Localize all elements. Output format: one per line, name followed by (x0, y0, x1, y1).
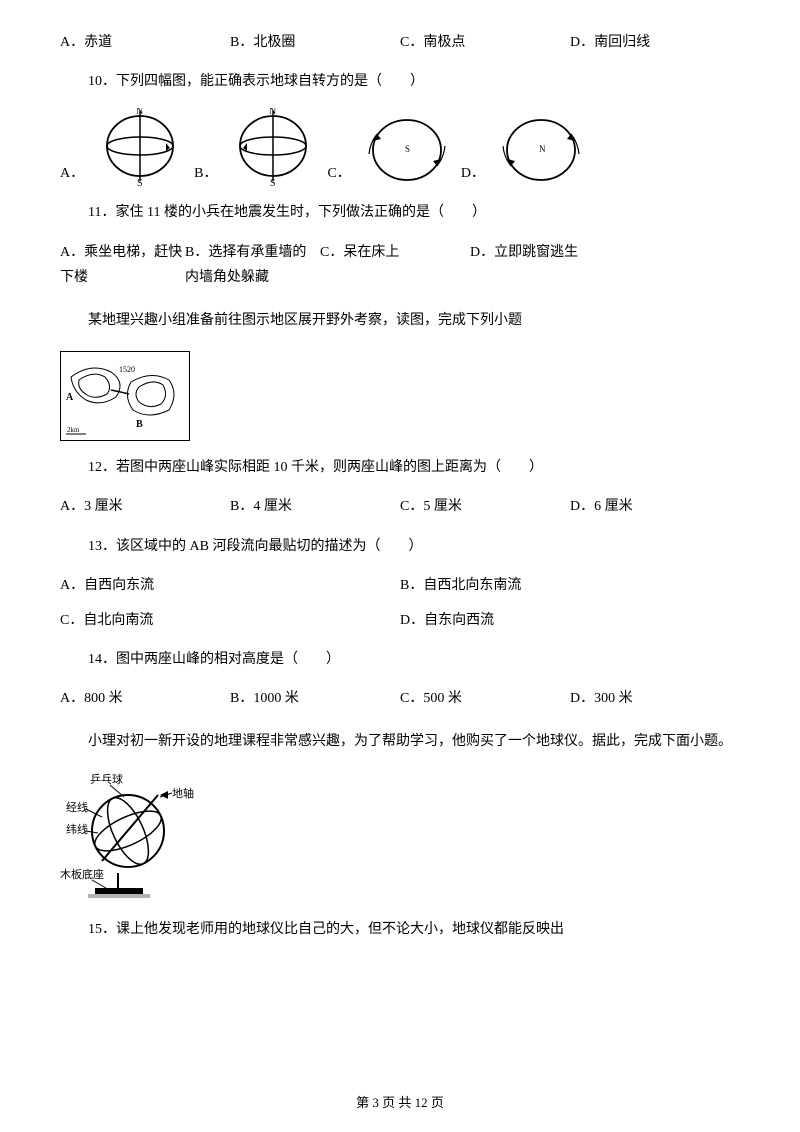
svg-text:A: A (66, 392, 74, 403)
q13-row2: C．自北向南流 D．自东向西流 (60, 608, 740, 633)
q13-option-d: D．自东向西流 (400, 608, 740, 633)
q10-label-a: A． (60, 161, 84, 186)
q14-options: A．800 米 B．1000 米 C．500 米 D．300 米 (60, 686, 740, 711)
svg-text:S: S (137, 178, 143, 186)
context1-text: 某地理兴趣小组准备前往图示地区展开野外考察，读图，完成下列小题 (60, 308, 740, 333)
q12-options: A．3 厘米 B．4 厘米 C．5 厘米 D．6 厘米 (60, 494, 740, 519)
q9-option-d: D．南回归线 (570, 30, 740, 55)
svg-text:地轴: 地轴 (172, 786, 194, 800)
globe-d-icon: N (495, 114, 587, 186)
q10-label-c: C． (327, 161, 350, 186)
q14-option-b: B．1000 米 (230, 686, 400, 711)
q13-option-c: C．自北向南流 (60, 608, 400, 633)
q12-option-b: B．4 厘米 (230, 494, 400, 519)
svg-text:B: B (136, 419, 143, 430)
q9-option-b: B．北极圈 (230, 30, 400, 55)
context2-text: 小理对初一新开设的地理课程非常感兴趣，为了帮助学习，他购买了一个地球仪。据此，完… (60, 729, 740, 754)
q10-label-d: D． (461, 161, 485, 186)
q12-text: 12．若图中两座山峰实际相距 10 千米，则两座山峰的图上距离为（ ） (60, 455, 740, 480)
q13-option-a: A．自西向东流 (60, 573, 400, 598)
svg-text:经线: 经线 (66, 800, 88, 814)
q9-option-a: A．赤道 (60, 30, 230, 55)
globe-c-icon: S (361, 114, 453, 186)
q13-row1: A．自西向东流 B．自西北向东南流 (60, 573, 740, 598)
q12-option-a: A．3 厘米 (60, 494, 230, 519)
q11-options: A．乘坐电梯，赶快下楼 B．选择有承重墙的内墙角处躲藏 C．呆在床上 D．立即跳… (60, 240, 740, 290)
q9-option-c: C．南极点 (400, 30, 570, 55)
q11-text: 11．家住 11 楼的小兵在地震发生时，下列做法正确的是（ ） (60, 200, 740, 225)
q13-text: 13．该区域中的 AB 河段流向最贴切的描述为（ ） (60, 534, 740, 559)
q14-option-a: A．800 米 (60, 686, 230, 711)
svg-text:木板底座: 木板底座 (60, 867, 104, 881)
svg-text:N: N (136, 108, 143, 117)
svg-text:纬线: 纬线 (66, 822, 88, 836)
svg-text:N: N (269, 108, 276, 117)
svg-text:S: S (405, 144, 410, 154)
q14-option-d: D．300 米 (570, 686, 740, 711)
q10-label-b: B． (194, 161, 217, 186)
svg-text:S: S (270, 178, 276, 186)
q14-option-c: C．500 米 (400, 686, 570, 711)
globe-b-icon: N S (227, 108, 319, 186)
q10-diagrams: A． N S B． N S C． S D． N (60, 108, 740, 186)
globe-a-icon: N S (94, 108, 186, 186)
q15-text: 15．课上他发现老师用的地球仪比自己的大，但不论大小，地球仪都能反映出 (60, 917, 740, 942)
svg-text:N: N (539, 144, 546, 154)
q11-option-b: B．选择有承重墙的内墙角处躲藏 (185, 240, 320, 290)
q14-text: 14．图中两座山峰的相对高度是（ ） (60, 647, 740, 672)
q11-option-d: D．立即跳窗逃生 (470, 240, 740, 290)
page-footer: 第 3 页 共 12 页 (0, 1091, 800, 1114)
q12-option-d: D．6 厘米 (570, 494, 740, 519)
globe-model-diagram: 乒乓球 经线 纬线 木板底座 地轴 (60, 773, 190, 903)
q12-option-c: C．5 厘米 (400, 494, 570, 519)
topographic-map-icon: 1520 A B 2km (60, 351, 190, 441)
q13-option-b: B．自西北向东南流 (400, 573, 740, 598)
q11-option-a: A．乘坐电梯，赶快下楼 (60, 240, 185, 290)
q11-option-c: C．呆在床上 (320, 240, 470, 290)
q10-text: 10．下列四幅图，能正确表示地球自转方的是（ ） (60, 69, 740, 94)
svg-text:乒乓球: 乒乓球 (90, 773, 123, 786)
svg-text:1520: 1520 (119, 365, 135, 374)
svg-text:2km: 2km (67, 426, 80, 434)
q9-options: A．赤道 B．北极圈 C．南极点 D．南回归线 (60, 30, 740, 55)
